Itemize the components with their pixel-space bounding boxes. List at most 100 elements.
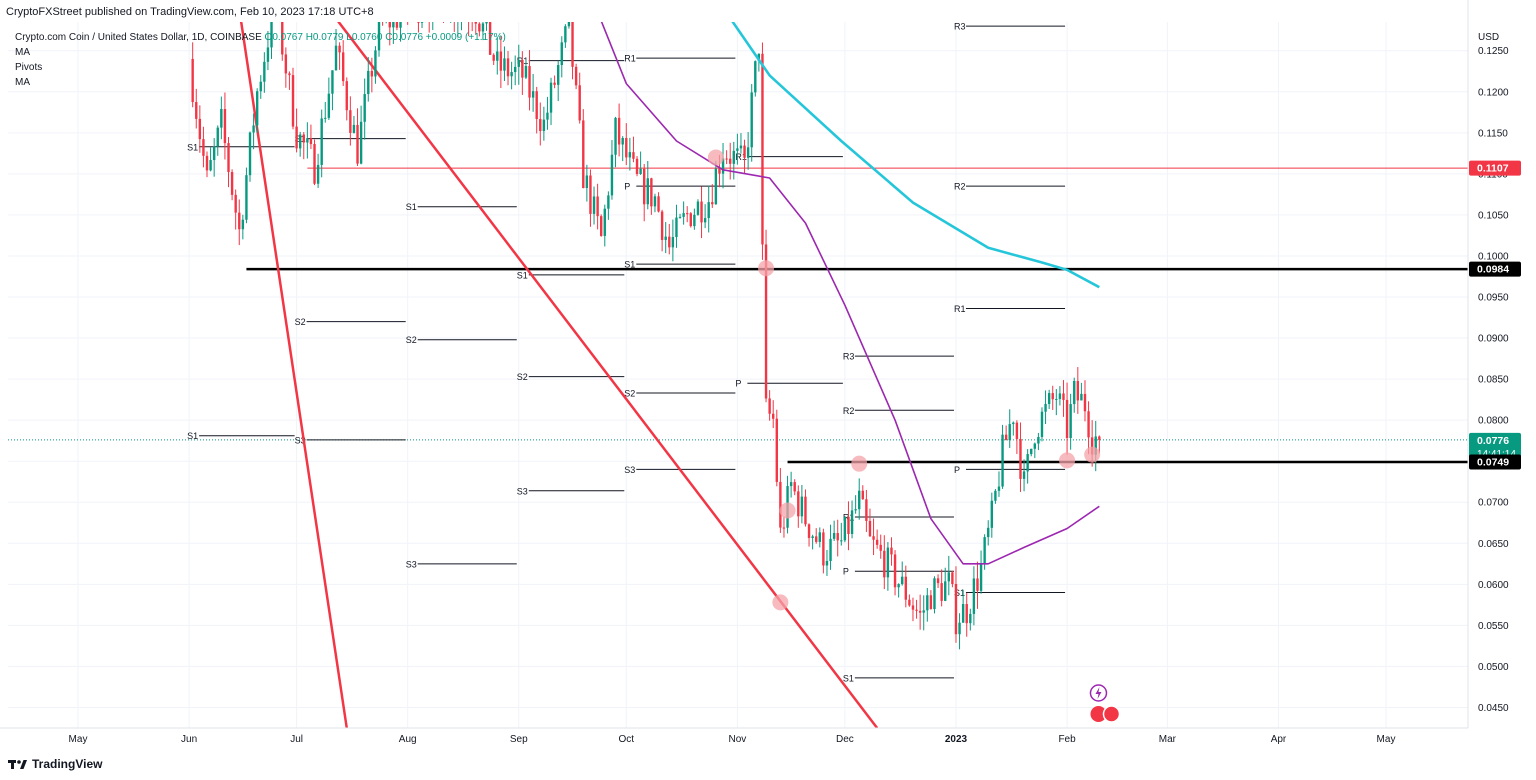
pivot-label: S1 (954, 588, 965, 598)
candle-body (933, 578, 936, 610)
candle-body (471, 18, 473, 21)
candle-body (245, 175, 248, 220)
candle-body (338, 45, 341, 53)
pivot-label: S2 (517, 372, 528, 382)
pivot-label: R2 (954, 182, 966, 192)
candle-body (926, 595, 929, 611)
candle-body (316, 164, 320, 184)
candle-body (1065, 399, 1069, 439)
candle-body (646, 178, 649, 205)
highlight-marker (779, 502, 796, 519)
y-tick-label: 0.1050 (1478, 210, 1509, 221)
candle-body (868, 520, 872, 537)
chart-legend: Crypto.com Coin / United States Dollar, … (15, 30, 506, 90)
y-tick-label: 0.1200 (1478, 87, 1509, 98)
candle-body (994, 490, 997, 501)
trendline (337, 22, 879, 728)
candle-body (965, 604, 968, 624)
highlight-marker (707, 149, 724, 166)
candle-body (610, 154, 614, 196)
candle-body (746, 147, 750, 158)
candle-body (954, 583, 958, 635)
candle-body (983, 537, 986, 564)
candle-body (1076, 380, 1080, 401)
published-caption: CryptoFXStreet published on TradingView.… (6, 6, 374, 18)
candle-body (936, 578, 940, 584)
candle-body (589, 175, 592, 214)
tradingview-footer[interactable]: TradingView (8, 757, 102, 771)
candle-body (911, 605, 915, 610)
candle-body (496, 51, 499, 61)
candle-body (915, 609, 918, 611)
candle-body (1030, 448, 1033, 455)
candle-body (248, 132, 252, 176)
ma-fast-line (600, 22, 1100, 565)
candle-body (764, 244, 768, 399)
price-badge (1469, 454, 1521, 470)
candle-body (198, 118, 202, 140)
candle-body (768, 398, 771, 414)
price-badge-label: 0.0984 (1477, 264, 1509, 276)
candle-body (281, 22, 284, 55)
y-tick-label: 0.0550 (1478, 621, 1509, 632)
candle-body (639, 168, 642, 174)
pivot-label: S3 (406, 559, 417, 569)
candle-body (897, 584, 900, 588)
candle-body (757, 53, 761, 62)
pivot-label: R1 (624, 54, 636, 64)
highlight-marker (1084, 446, 1101, 463)
candle-body (793, 482, 796, 492)
candle-body (979, 563, 983, 591)
candle-body (424, 11, 426, 14)
candle-body (1044, 403, 1047, 412)
candle-body (341, 52, 345, 82)
candle-body (334, 45, 338, 71)
highlight-marker (851, 455, 868, 472)
candle-body (689, 213, 692, 227)
price-badge-countdown: 14:41:14 (1477, 449, 1516, 460)
pivot-label: S1 (517, 270, 528, 280)
study-ma-2[interactable]: MA (15, 77, 30, 88)
candle-body (521, 59, 524, 78)
flag-event-icon-1 (1090, 706, 1107, 722)
candle-body (625, 137, 628, 158)
candle-body (406, 0, 408, 13)
candle-body (621, 137, 624, 145)
candle-body (478, 23, 481, 32)
candle-body (585, 175, 589, 189)
candle-body (238, 212, 241, 230)
candle-body (403, 0, 405, 15)
pivot-label: R3 (843, 352, 855, 362)
candle-body (388, 22, 391, 28)
candle-body (417, 22, 420, 23)
candle-body (1073, 380, 1076, 405)
candle-body (1083, 393, 1087, 412)
trendline (239, 22, 349, 728)
candle-body (596, 196, 599, 217)
x-tick-label: May (1377, 734, 1396, 745)
candle-body (678, 216, 682, 218)
flag-event-icon-2 (1102, 705, 1121, 723)
candle-body (1037, 436, 1040, 444)
candle-body (266, 47, 270, 62)
candle-body (291, 75, 295, 127)
ma-slow-line (731, 22, 1100, 289)
candle-body (492, 54, 495, 61)
candle-body (592, 196, 596, 214)
candle-body (560, 42, 563, 66)
candle-body (259, 81, 262, 92)
study-pivots[interactable]: Pivots (15, 62, 43, 73)
candle-body (1022, 471, 1026, 479)
study-ma-1[interactable]: MA (15, 47, 30, 58)
y-tick-label: 0.0700 (1478, 498, 1509, 509)
candle-body (875, 539, 879, 545)
pivot-label: R1 (954, 304, 966, 314)
candle-body (944, 581, 947, 601)
symbol-row[interactable]: Crypto.com Coin / United States Dollar, … (15, 30, 506, 45)
pivot-label: S2 (624, 389, 635, 399)
candle-body (732, 150, 735, 164)
candle-body (582, 120, 585, 189)
candle-body (707, 202, 710, 219)
pivot-label: S1 (406, 202, 417, 212)
